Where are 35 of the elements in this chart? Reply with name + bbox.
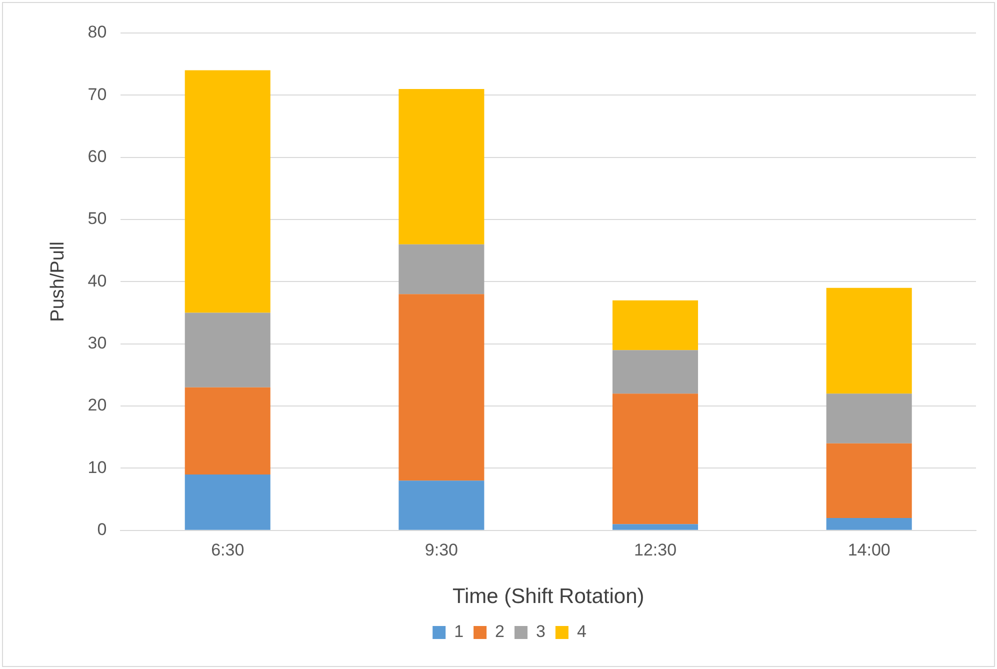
y-tick-label: 0 [97,520,107,540]
y-tick-label: 40 [88,271,107,290]
bar [398,294,484,481]
y-tick-label: 60 [88,147,107,166]
x-axis-title: Time (Shift Rotation) [452,585,644,608]
bar [612,350,698,394]
bar [612,524,698,530]
bar [612,394,698,524]
y-axis-title: Push/Pull [48,242,69,322]
bar [826,443,912,518]
y-tick-label: 10 [88,458,107,477]
y-tick-label: 80 [88,22,107,42]
bar [826,518,912,530]
legend-label: 1 [454,622,464,642]
bar [398,88,484,244]
x-tick-label: 12:30 [634,540,677,560]
legend-label: 3 [536,622,546,642]
bar [398,480,484,530]
y-tick-label: 50 [88,209,107,228]
y-tick-label: 30 [88,334,107,353]
bar [184,387,270,474]
bar [184,312,270,388]
y-tick-label: 70 [88,84,107,104]
x-tick-label: 14:00 [848,540,890,560]
legend-label: 2 [495,622,505,642]
bar [826,394,912,444]
bar [184,70,270,313]
y-tick-label: 20 [88,396,107,415]
bar [826,288,912,394]
x-tick-label: 6:30 [211,540,244,560]
legend-label: 4 [576,622,586,642]
x-tick-label: 9:30 [424,540,458,560]
bar [398,244,484,294]
bar [184,474,270,530]
bar [612,300,698,350]
